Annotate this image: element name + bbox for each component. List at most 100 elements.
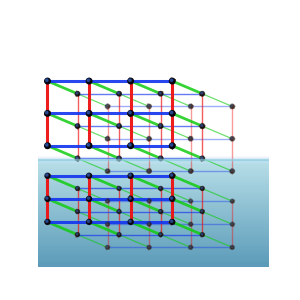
Bar bbox=[38, 259, 269, 262]
Bar bbox=[38, 248, 269, 251]
Circle shape bbox=[106, 199, 110, 203]
Bar bbox=[38, 256, 269, 259]
Circle shape bbox=[75, 156, 80, 161]
Circle shape bbox=[231, 105, 233, 107]
Circle shape bbox=[188, 104, 193, 109]
Circle shape bbox=[147, 104, 151, 109]
Bar bbox=[38, 178, 269, 181]
Circle shape bbox=[129, 174, 131, 176]
Bar bbox=[38, 227, 269, 230]
Bar bbox=[38, 245, 269, 248]
Circle shape bbox=[201, 187, 202, 189]
Circle shape bbox=[230, 136, 235, 141]
Bar bbox=[38, 216, 269, 219]
Circle shape bbox=[200, 187, 204, 190]
Circle shape bbox=[46, 144, 48, 146]
Circle shape bbox=[147, 222, 151, 226]
Bar bbox=[38, 173, 269, 176]
Circle shape bbox=[46, 111, 48, 114]
Circle shape bbox=[188, 136, 193, 141]
Circle shape bbox=[170, 220, 173, 222]
Circle shape bbox=[117, 187, 121, 190]
Circle shape bbox=[159, 210, 161, 212]
Bar bbox=[38, 230, 269, 232]
Circle shape bbox=[148, 246, 149, 248]
Circle shape bbox=[201, 157, 203, 159]
Circle shape bbox=[105, 136, 110, 141]
Circle shape bbox=[76, 92, 78, 94]
Circle shape bbox=[117, 124, 121, 128]
Bar bbox=[38, 243, 269, 245]
Circle shape bbox=[76, 124, 78, 126]
Circle shape bbox=[128, 143, 134, 148]
Circle shape bbox=[231, 246, 233, 248]
Circle shape bbox=[230, 199, 234, 203]
Circle shape bbox=[201, 92, 203, 94]
Circle shape bbox=[200, 92, 205, 96]
Circle shape bbox=[159, 124, 161, 126]
Bar bbox=[38, 235, 269, 238]
Circle shape bbox=[87, 174, 90, 176]
Circle shape bbox=[128, 196, 133, 201]
Bar bbox=[38, 157, 269, 158]
Bar bbox=[38, 219, 269, 221]
Bar bbox=[38, 194, 269, 197]
Circle shape bbox=[45, 78, 50, 84]
Circle shape bbox=[128, 220, 133, 224]
Circle shape bbox=[158, 156, 163, 161]
Circle shape bbox=[46, 197, 48, 199]
Circle shape bbox=[45, 173, 50, 178]
Circle shape bbox=[189, 105, 191, 107]
Bar bbox=[38, 200, 269, 202]
Circle shape bbox=[76, 157, 78, 159]
Circle shape bbox=[86, 78, 92, 84]
Circle shape bbox=[170, 144, 173, 146]
Circle shape bbox=[45, 111, 50, 116]
Bar bbox=[38, 161, 269, 162]
Circle shape bbox=[76, 233, 80, 237]
Circle shape bbox=[87, 144, 90, 146]
Circle shape bbox=[169, 111, 175, 116]
Circle shape bbox=[87, 220, 90, 222]
Bar bbox=[38, 238, 269, 240]
Circle shape bbox=[118, 187, 119, 189]
Bar bbox=[38, 251, 269, 253]
Circle shape bbox=[46, 174, 48, 176]
Circle shape bbox=[129, 111, 131, 114]
Circle shape bbox=[76, 187, 80, 190]
Bar bbox=[38, 213, 269, 216]
Circle shape bbox=[158, 124, 163, 128]
Bar bbox=[38, 181, 269, 184]
Circle shape bbox=[189, 223, 191, 225]
Circle shape bbox=[201, 210, 202, 212]
Circle shape bbox=[76, 187, 78, 189]
Circle shape bbox=[87, 79, 90, 82]
Bar bbox=[38, 168, 269, 170]
Bar bbox=[38, 189, 269, 192]
Bar bbox=[38, 176, 269, 178]
Bar bbox=[38, 186, 269, 189]
Bar bbox=[38, 160, 269, 162]
Circle shape bbox=[169, 78, 175, 84]
Bar bbox=[38, 208, 269, 211]
Circle shape bbox=[118, 124, 119, 126]
Circle shape bbox=[106, 200, 108, 202]
Bar bbox=[38, 197, 269, 200]
Circle shape bbox=[231, 137, 233, 139]
Circle shape bbox=[159, 157, 161, 159]
Bar bbox=[38, 221, 269, 224]
Circle shape bbox=[189, 246, 191, 248]
Circle shape bbox=[87, 196, 92, 201]
Circle shape bbox=[189, 169, 191, 172]
Circle shape bbox=[129, 79, 131, 82]
Circle shape bbox=[148, 137, 150, 139]
Circle shape bbox=[76, 210, 78, 212]
Circle shape bbox=[231, 223, 233, 225]
Circle shape bbox=[105, 104, 110, 109]
Bar bbox=[38, 240, 269, 243]
Circle shape bbox=[46, 220, 48, 222]
Circle shape bbox=[76, 233, 78, 235]
Circle shape bbox=[159, 187, 161, 189]
Bar bbox=[38, 254, 269, 256]
Circle shape bbox=[201, 124, 203, 126]
